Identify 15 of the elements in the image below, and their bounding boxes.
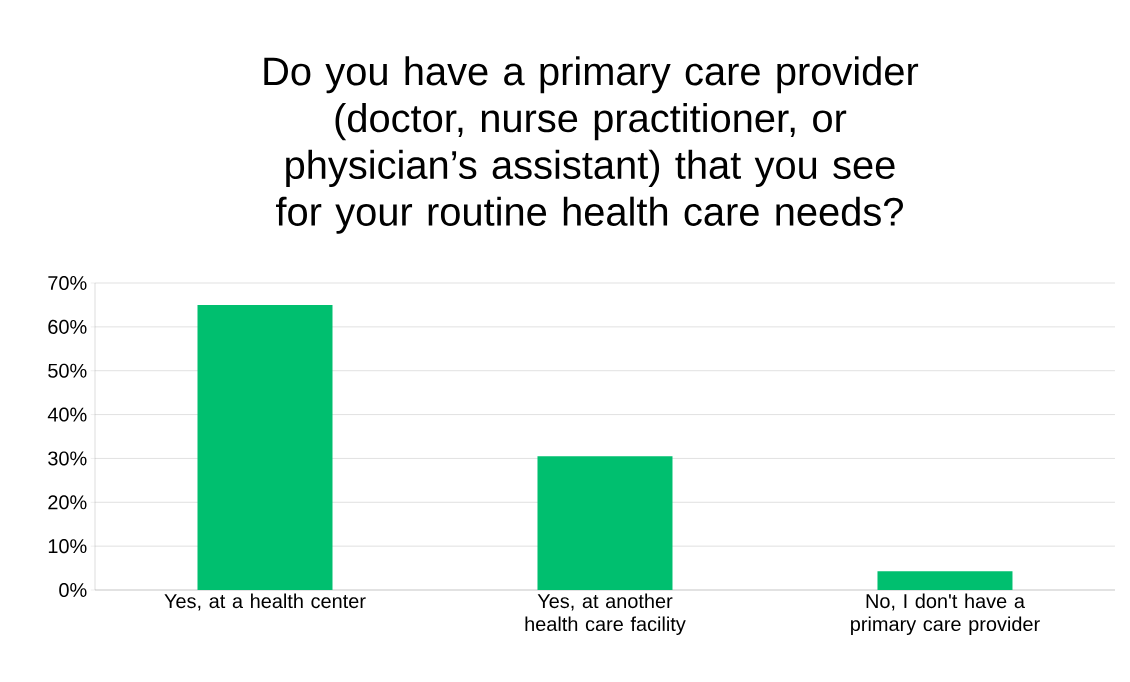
y-tick-label: 10% [48,539,87,554]
y-tick-label: 20% [48,495,87,510]
y-tick-label: 60% [48,319,87,334]
y-tick-label: 70% [48,275,87,291]
y-tick-label: 50% [48,363,87,378]
x-tick-label: No, I don't have a primary care provider [851,593,1040,636]
x-tick-label: Yes, at a health center [164,593,366,611]
bar [197,304,333,591]
bar [877,571,1013,591]
y-tick-label: 30% [48,451,87,466]
bar [537,456,673,591]
y-tick-label: 0% [59,582,87,598]
chart-title: Do you have a primary care provider (doctor, nurse practitioner, or physician’s assistant) that you see for your routine health care needs? [264,56,919,234]
x-tick-label: Yes, at another health care facility [525,593,686,636]
y-tick-label: 40% [47,407,87,422]
